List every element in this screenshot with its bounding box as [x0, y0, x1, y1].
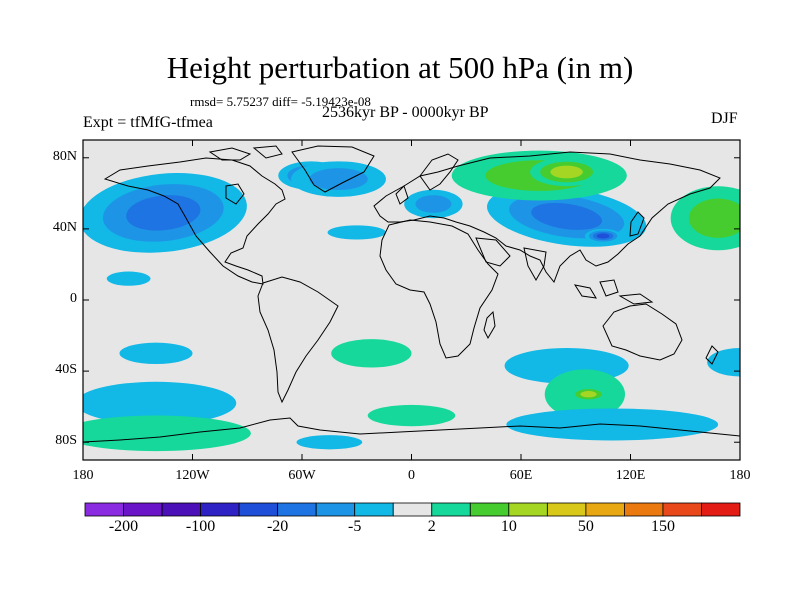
anomaly-contour [580, 391, 597, 398]
plot-title: Height perturbation at 500 hPa (in m) [166, 50, 634, 85]
colorbar-swatch [238, 502, 279, 517]
anomaly-cell [584, 228, 622, 244]
colorbar-label: 10 [500, 518, 517, 535]
lat-label: 80N [52, 148, 77, 164]
anomaly-cell [106, 271, 151, 286]
anomaly-cell [404, 189, 463, 219]
lon-label: 60W [288, 468, 316, 483]
colorbar-swatch [200, 502, 240, 517]
anomaly-contour [119, 342, 193, 365]
stats-line: rmsd= 5.75237 diff= -5.19423e-08 [190, 94, 371, 109]
colorbar-swatch [315, 502, 356, 517]
anomaly-contour [331, 339, 412, 368]
lat-label: 40S [55, 362, 77, 378]
lat-label: 40N [52, 219, 77, 235]
coastlines [83, 145, 740, 443]
lon-label: 60E [509, 468, 533, 483]
lon-label: 180 [72, 468, 94, 483]
anomaly-cell [570, 387, 607, 402]
axis-ticks [82, 140, 741, 460]
colorbar-label: -200 [108, 518, 139, 535]
anomaly-contour [83, 415, 251, 452]
anomaly-contour [531, 202, 603, 230]
colorbar-label: -5 [348, 518, 362, 535]
lon-label: 120W [175, 468, 210, 483]
colorbar [84, 502, 741, 517]
anomaly-cell [296, 435, 363, 450]
colorbar-swatch [123, 502, 163, 517]
anomaly-cell [83, 173, 247, 253]
period-label: 2536kyr BP - 0000kyr BP [322, 104, 489, 121]
colorbar-swatch [431, 502, 471, 517]
height-anomaly-field [83, 140, 740, 460]
anomaly-cell [707, 348, 740, 377]
anomaly-contour [707, 348, 740, 377]
anomaly-contour [126, 195, 201, 231]
anomaly-contour [327, 225, 386, 240]
colorbar-swatch [662, 502, 702, 517]
anomaly-contour [415, 195, 452, 213]
lat-label: 80S [55, 433, 77, 449]
anomaly-contour [106, 271, 151, 286]
lon-label: 180 [729, 468, 751, 483]
anomaly-cell [487, 186, 647, 247]
anomaly-cell [331, 339, 412, 368]
season-label: DJF [711, 110, 738, 127]
anomaly-contour [596, 233, 610, 239]
anomaly-contour [688, 198, 740, 238]
colorbar-swatch [508, 502, 548, 517]
colorbar-label: -20 [266, 518, 289, 535]
colorbar-swatch [469, 502, 510, 517]
colorbar-swatch [84, 502, 124, 517]
anomaly-cell [83, 415, 251, 452]
colorbar-swatch [624, 502, 664, 517]
lon-label: 0 [408, 468, 415, 483]
experiment-label: Expt = tfMfG-tfmea [83, 114, 213, 131]
anomaly-cell [327, 225, 386, 240]
anomaly-contour [296, 435, 363, 450]
anomaly-cell [530, 157, 604, 187]
lon-label: 120E [615, 468, 646, 483]
colorbar-label: 2 [427, 518, 436, 535]
colorbar-swatch [701, 502, 741, 517]
colorbar-swatch [392, 502, 433, 517]
anomaly-cell [670, 186, 740, 251]
colorbar-swatch [585, 502, 625, 517]
anomaly-contour [309, 168, 368, 191]
colorbar-swatch [546, 502, 587, 517]
colorbar-swatch [161, 502, 201, 517]
colorbar-label: -100 [185, 518, 216, 535]
colorbar-label: 150 [650, 518, 675, 535]
colorbar-swatch [354, 502, 394, 517]
anomaly-contour [550, 165, 583, 179]
anomaly-contour [83, 381, 237, 425]
anomaly-contour [367, 404, 456, 427]
colorbar-label: 50 [577, 518, 594, 535]
lat-label: 0 [70, 291, 77, 306]
anomaly-cell [83, 381, 237, 425]
anomaly-cell [291, 161, 386, 197]
colorbar-swatch [277, 502, 317, 517]
anomaly-cell [119, 342, 193, 365]
anomaly-cell [367, 404, 456, 427]
